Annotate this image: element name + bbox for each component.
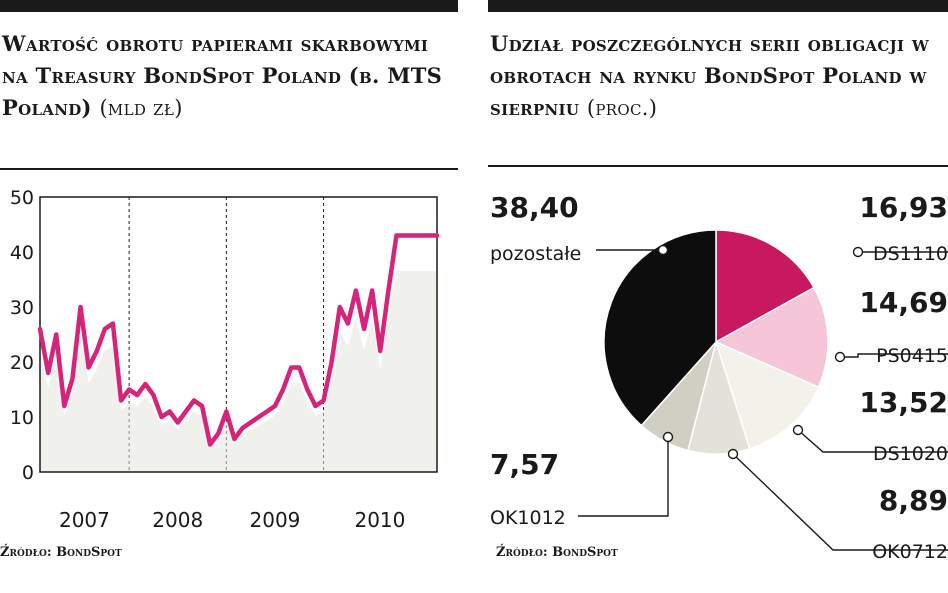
pie-labels: 16,93 DS1110 14,69 PS0415 13,52 DS1020 8,89 OK0…: [490, 191, 948, 563]
right-chart-title: Udział poszczególnych serii obligacji w …: [490, 28, 948, 124]
line-chart-y-ticks: 0 10 20 30 40 50: [10, 187, 34, 484]
line-chart-series-layer: [37, 233, 440, 447]
x-tick-label: 2008: [152, 508, 203, 532]
pie-slice: [714, 286, 829, 389]
slice-value-label: 14,69: [859, 286, 948, 319]
leader-line: [797, 429, 948, 453]
left-source: Źródło: BondSpot: [0, 545, 122, 560]
slice-name-label: DS1110: [873, 243, 948, 265]
pie-leader-lines: [578, 244, 948, 551]
leader-dot: [852, 246, 864, 258]
slice-value-label: 8,89: [879, 484, 948, 517]
slice-value-label: 16,93: [859, 191, 948, 224]
left-chart-title: Wartość obrotu papierami skarbowymi na T…: [2, 28, 458, 124]
pie-chart: 16,93 DS1110 14,69 PS0415 13,52 DS1020 8,89 OK0…: [490, 191, 948, 563]
x-tick-label: 2010: [354, 508, 405, 532]
leader-line: [578, 437, 669, 517]
y-tick-label: 10: [10, 407, 34, 429]
right-unit-text: (proc.): [586, 96, 658, 120]
y-tick-label: 0: [22, 462, 34, 484]
top-bar: [0, 0, 458, 12]
slice-value-label: 7,57: [490, 448, 559, 481]
left-unit-text: (mld zł): [99, 96, 183, 120]
pie-slice: [715, 229, 815, 344]
pie-slice: [603, 229, 717, 427]
line-chart: 0 10 20 30 40 50 2007 2008 2009 2010: [10, 187, 440, 532]
leader-dot: [834, 351, 846, 363]
slice-name-label: OK1012: [490, 507, 566, 529]
pie-slices: [603, 229, 829, 455]
line-chart-x-ticks: 2007 2008 2009 2010: [59, 508, 405, 532]
shaded-area: [40, 270, 437, 472]
slice-value-label: 13,52: [859, 386, 948, 419]
left-title-text: Wartość obrotu papierami skarbowymi na T…: [2, 31, 443, 120]
slice-name-label: pozostałe: [490, 243, 581, 265]
y-tick-label: 40: [10, 242, 34, 264]
y-tick-label: 20: [10, 352, 34, 374]
x-tick-label: 2009: [250, 508, 301, 532]
left-title-rule: [0, 168, 458, 170]
leader-dot: [792, 424, 804, 436]
right-title-rule: [488, 165, 948, 167]
right-source: Źródło: BondSpot: [496, 545, 618, 560]
leader-line: [732, 453, 948, 551]
y-tick-label: 50: [10, 187, 34, 209]
x-tick-label: 2007: [59, 508, 110, 532]
left-panel: Wartość obrotu papierami skarbowymi na T…: [0, 0, 458, 593]
right-title-text: Udział poszczególnych serii obligacji w …: [490, 31, 930, 120]
leader-dot: [662, 431, 674, 443]
right-panel: Udział poszczególnych serii obligacji w …: [488, 0, 948, 593]
top-bar: [488, 0, 948, 12]
leader-dot: [727, 448, 739, 460]
slice-name-label: PS0415: [876, 345, 948, 367]
y-tick-label: 30: [10, 297, 34, 319]
series-line: [37, 233, 440, 447]
line-chart-area-layer: [40, 270, 437, 472]
leader-line: [840, 353, 948, 358]
slice-name-label: DS1020: [873, 443, 948, 465]
leader-dot: [657, 244, 669, 256]
slice-name-label: OK0712: [872, 541, 948, 563]
slice-value-label: 38,40: [490, 191, 579, 224]
